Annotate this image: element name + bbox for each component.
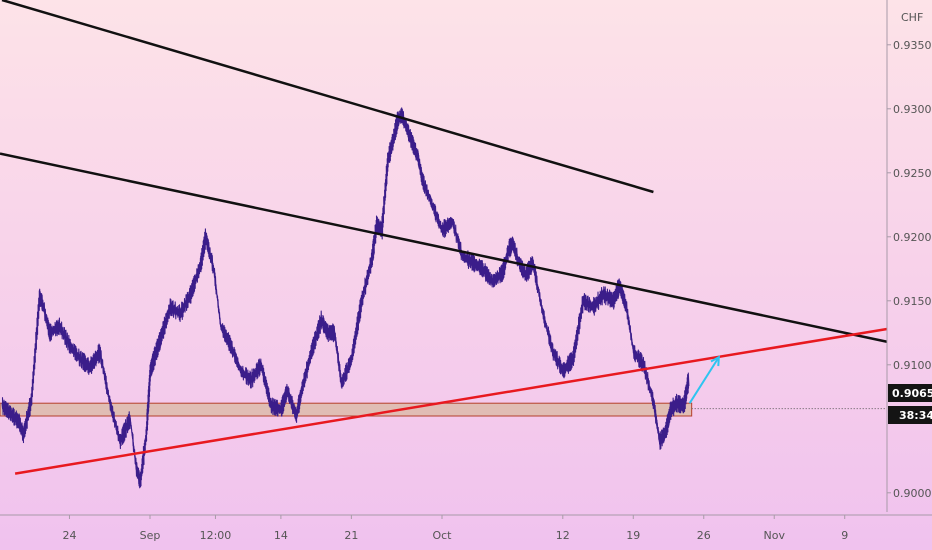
time-tick-label: 19 bbox=[626, 529, 640, 542]
price-series-line bbox=[1, 107, 690, 489]
countdown-value: 38:34 bbox=[899, 409, 932, 422]
support-zone bbox=[0, 402, 693, 417]
time-tick-label: 14 bbox=[274, 529, 288, 542]
current-price-badge-bg bbox=[888, 384, 932, 402]
time-tick-label: 12 bbox=[556, 529, 570, 542]
time-axis-ticks: 24 Sep 12:00 14 21 Oct 12 19 26 Nov 9 bbox=[62, 515, 848, 542]
projection-arrow-head bbox=[710, 355, 720, 367]
price-tick-label: 0.90000 bbox=[893, 487, 932, 500]
time-tick-label: Nov bbox=[764, 529, 786, 542]
currency-label: CHF bbox=[901, 11, 923, 24]
time-tick-label: Sep bbox=[140, 529, 161, 542]
countdown-badge-bg bbox=[888, 406, 932, 424]
trendline-2 bbox=[0, 152, 888, 343]
time-tick-label: 26 bbox=[697, 529, 711, 542]
time-tick-label: 24 bbox=[62, 529, 76, 542]
time-tick-label: 9 bbox=[841, 529, 848, 542]
trendline-1 bbox=[1, 0, 654, 194]
current-price-badge: 0.90658 38:34 bbox=[888, 384, 932, 424]
projection-arrow-shaft bbox=[688, 356, 720, 404]
time-tick-label: 12:00 bbox=[200, 529, 232, 542]
trendline-3 bbox=[14, 327, 888, 475]
current-price-value: 0.90658 bbox=[892, 387, 932, 400]
plot-area bbox=[0, 0, 888, 489]
time-tick-label: Oct bbox=[432, 529, 452, 542]
time-tick-label: 21 bbox=[344, 529, 358, 542]
